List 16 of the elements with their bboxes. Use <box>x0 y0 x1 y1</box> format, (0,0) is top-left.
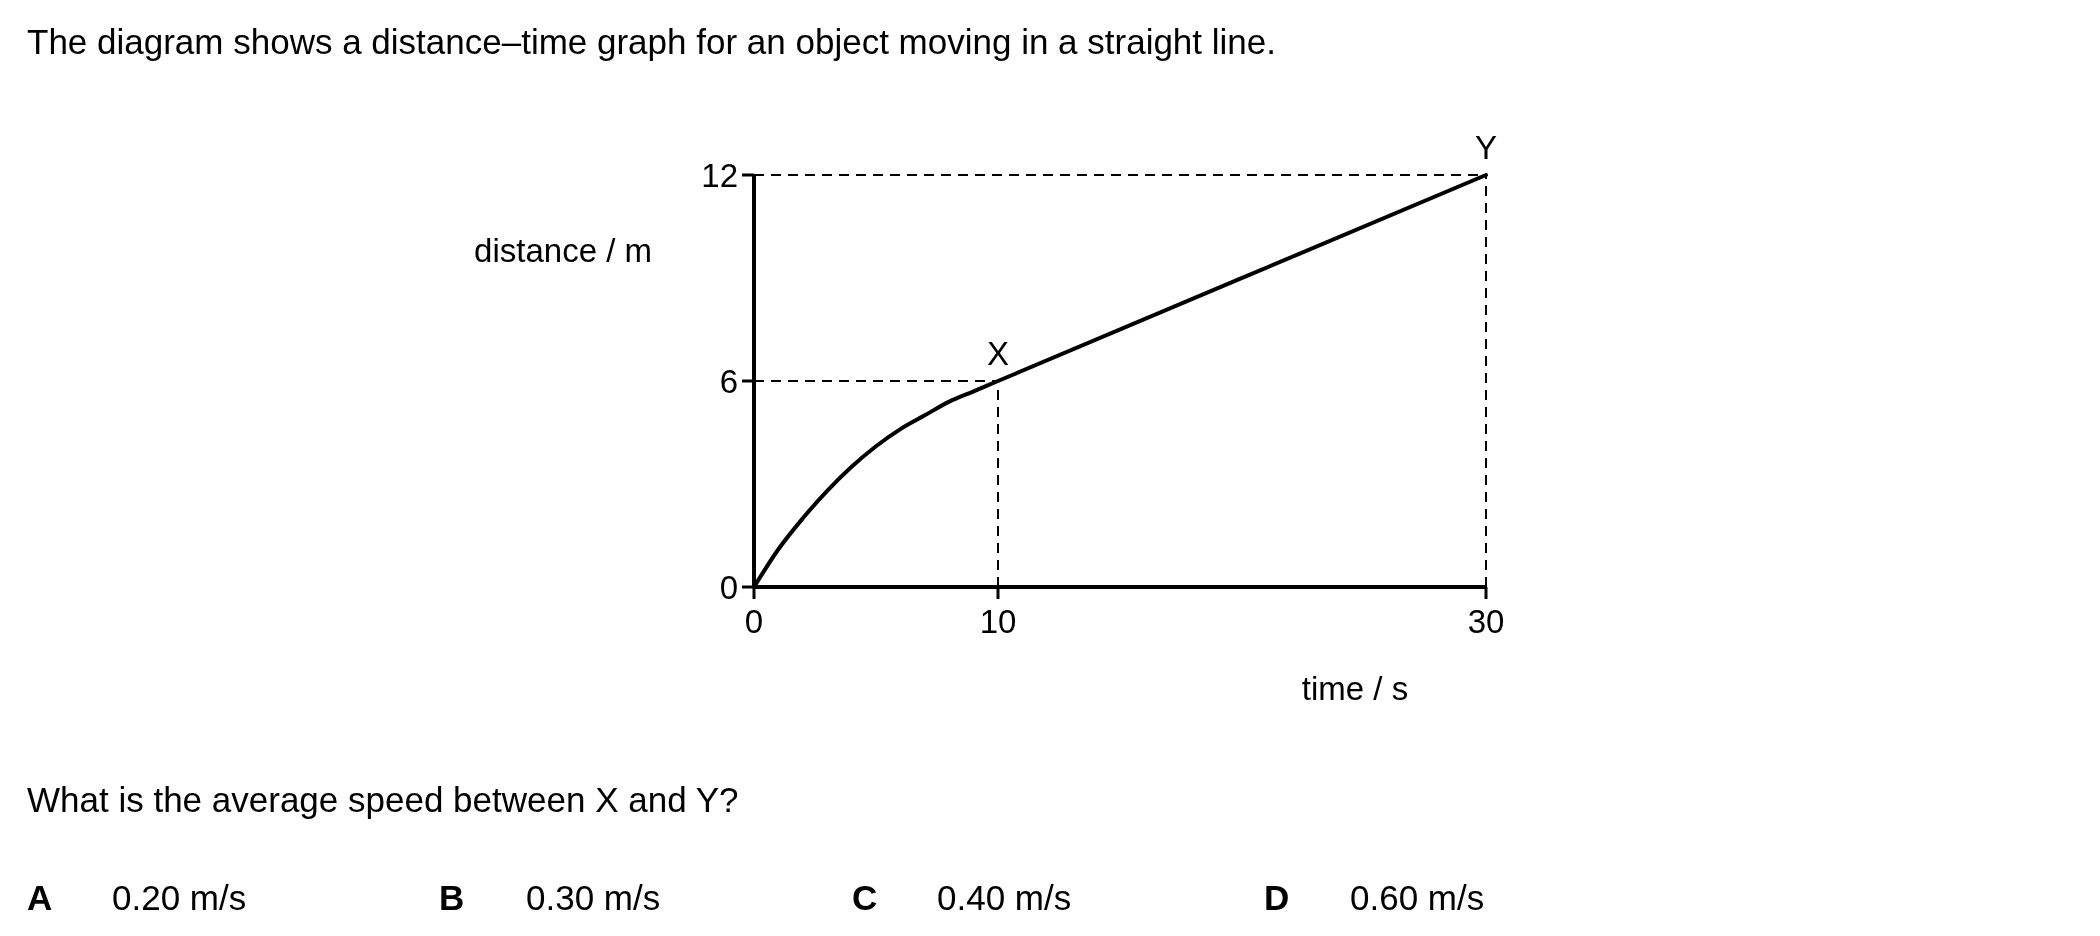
chart-title: The diagram shows a distance–time graph for an object moving in a straight line. <box>27 22 1276 61</box>
annotation: Y <box>1474 129 1498 166</box>
x-tick-label: 0 <box>744 603 764 640</box>
y-tick-label: 0 <box>719 569 738 606</box>
text: D 0.60 m/s <box>1264 878 1485 917</box>
text: A 0.20 m/s <box>27 878 247 917</box>
text: B 0.30 m/s <box>439 878 661 917</box>
y-tick-label: 6 <box>719 363 738 400</box>
text: What is the average speed between X and Y? <box>27 780 739 819</box>
text: C 0.40 m/s <box>852 878 1072 917</box>
y-axis-title: distance / m <box>474 232 652 269</box>
x-axis-title: time / s <box>1301 670 1409 707</box>
x-tick-label: 10 <box>979 603 1017 640</box>
x-tick-label: 30 <box>1467 603 1505 640</box>
y-tick-label: 12 <box>701 157 738 194</box>
annotation: X <box>986 335 1010 372</box>
